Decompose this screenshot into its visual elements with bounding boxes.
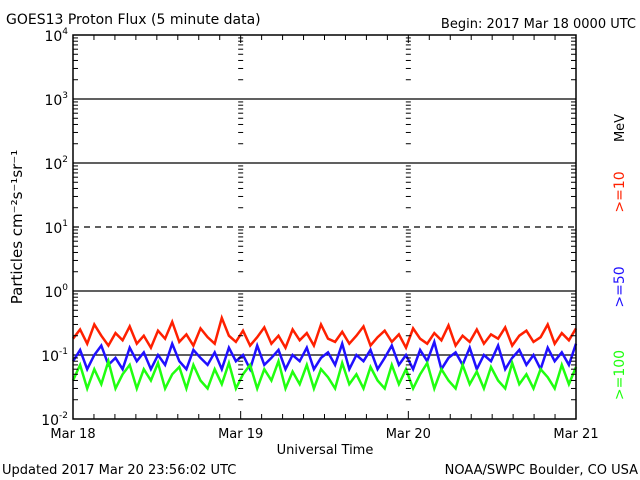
y-tick-base: 10 — [41, 413, 59, 429]
y-tick-exponent: 2 — [62, 155, 68, 165]
x-tick-label: Mar 20 — [386, 427, 431, 442]
legend-entry: >=10 — [612, 171, 628, 212]
plot-frame — [72, 34, 577, 420]
updated-timestamp: Updated 2017 Mar 20 23:56:02 UTC — [2, 463, 236, 478]
y-tick-exponent: 0 — [62, 283, 68, 293]
y-tick-base: 10 — [44, 221, 62, 237]
y-tick-exponent: 4 — [62, 27, 68, 37]
y-tick-base: 10 — [41, 349, 59, 365]
x-tick-label: Mar 19 — [218, 427, 263, 442]
y-tick-base: 10 — [44, 29, 62, 45]
legend: MeV >=10 >=50 >=100 — [612, 114, 628, 400]
series-line — [71, 337, 578, 373]
credit-label: NOAA/SWPC Boulder, CO USA — [445, 463, 638, 478]
y-tick-label: 102 — [44, 155, 68, 173]
y-tick-label: 10-1 — [41, 347, 68, 365]
y-tick-label: 10-2 — [41, 411, 68, 429]
chart-title: GOES13 Proton Flux (5 minute data) — [6, 12, 261, 28]
legend-entry: >=100 — [612, 350, 628, 400]
y-tick-label: 101 — [44, 219, 68, 237]
series-line — [72, 313, 578, 351]
x-tick-labels: Mar 18 Mar 19 Mar 20 Mar 21 — [50, 427, 598, 442]
x-tick-label: Mar 18 — [50, 427, 95, 442]
x-tick-label: Mar 21 — [553, 427, 598, 442]
y-tick-base: 10 — [44, 285, 62, 301]
legend-unit: MeV — [613, 114, 628, 142]
series-line — [71, 356, 578, 393]
y-tick-exponent: -1 — [59, 347, 68, 357]
data-series — [71, 313, 578, 393]
y-tick-base: 10 — [44, 157, 62, 173]
y-tick-base: 10 — [44, 93, 62, 109]
chart-subtitle: Begin: 2017 Mar 18 0000 UTC — [441, 17, 636, 32]
grid-lines — [73, 98, 576, 356]
y-tick-label: 104 — [44, 27, 68, 45]
y-tick-exponent: 1 — [62, 219, 68, 229]
x-axis-label: Universal Time — [277, 443, 374, 458]
y-tick-label: 103 — [44, 91, 68, 109]
y-axis-label: Particles cm⁻²s⁻¹sr⁻¹ — [8, 150, 26, 304]
y-tick-exponent: 3 — [62, 91, 68, 101]
y-tick-label: 100 — [44, 283, 68, 301]
y-tick-exponent: -2 — [59, 411, 68, 421]
legend-entry: >=50 — [612, 266, 628, 307]
